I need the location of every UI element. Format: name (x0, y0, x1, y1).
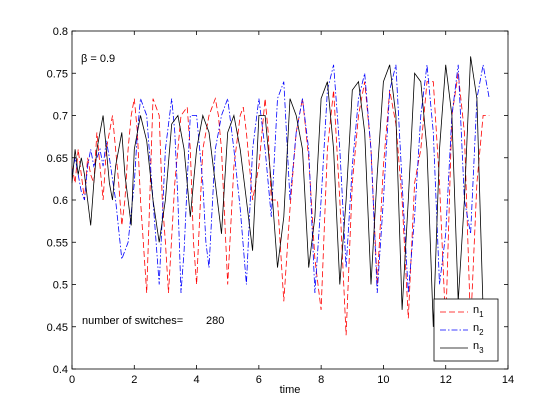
y-tick-label: 0.75 (47, 68, 68, 80)
x-tick-label: 12 (440, 374, 452, 386)
x-tick-label: 14 (502, 374, 514, 386)
axes: 0 2 4 6 8 10 12 14 0.4 0.45 0.5 0.55 0.6 0.65 0.7 0.75 0… (47, 26, 515, 386)
y-tick-label: 0.8 (53, 26, 68, 38)
y-tick-label: 0.5 (53, 280, 68, 292)
switches-annotation-label: number of switches= (82, 315, 183, 327)
x-tick-label: 0 (69, 374, 75, 386)
y-tick-label: 0.55 (47, 237, 68, 249)
x-tick-label: 6 (256, 374, 262, 386)
y-tick-label: 0.65 (47, 153, 68, 165)
x-axis-label: time (280, 384, 301, 396)
y-tick-label: 0.6 (53, 195, 68, 207)
switches-annotation-value: 280 (206, 315, 224, 327)
legend: n1 n2 n3 (433, 298, 499, 362)
y-tick-label: 0.45 (47, 322, 68, 334)
legend-label-n2: n2 (473, 322, 484, 337)
y-tick-label: 0.7 (53, 111, 68, 123)
x-tick-label: 8 (318, 374, 324, 386)
series-line-n2 (71, 64, 490, 294)
beta-annotation: β = 0.9 (81, 53, 115, 65)
x-tick-label: 4 (194, 374, 200, 386)
x-tick-label: 2 (131, 374, 137, 386)
legend-label-n3: n3 (473, 340, 484, 355)
series-line-n1 (71, 73, 490, 336)
plot-area (71, 56, 490, 336)
series-line-n3 (71, 56, 484, 327)
x-tick-label: 10 (377, 374, 389, 386)
legend-label-n1: n1 (473, 304, 484, 319)
y-tick-label: 0.4 (53, 364, 68, 376)
